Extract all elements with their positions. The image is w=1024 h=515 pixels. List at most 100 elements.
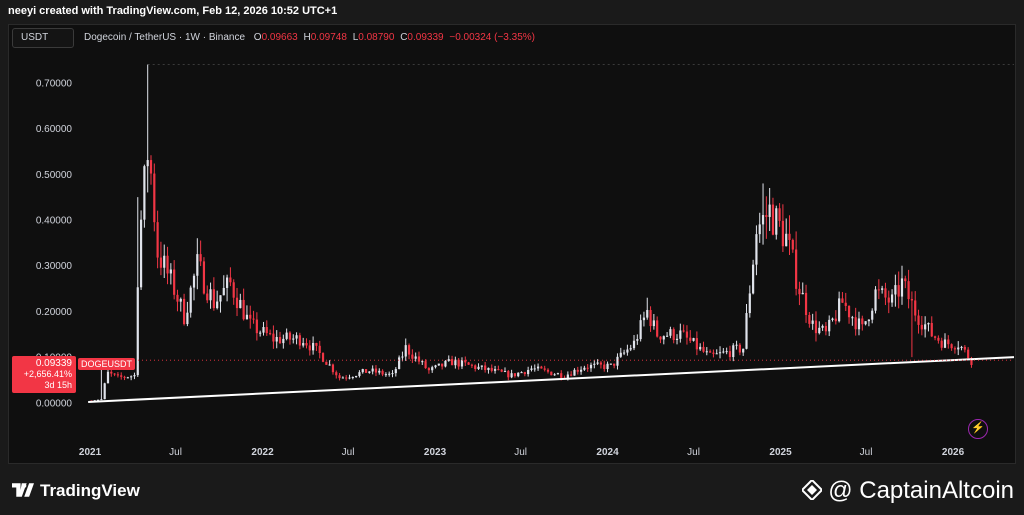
- candle-body: [186, 312, 189, 325]
- candle-body: [302, 343, 305, 346]
- candle-body: [464, 360, 467, 363]
- candle-body: [361, 369, 364, 373]
- diamond-logo-icon: [802, 480, 823, 500]
- candle-body: [431, 367, 434, 371]
- candle-body: [725, 351, 728, 353]
- candle-body: [484, 365, 487, 371]
- candle-body: [384, 374, 387, 376]
- candle-body: [450, 359, 454, 366]
- candle-body: [761, 215, 765, 225]
- candle-body: [722, 351, 725, 353]
- support-trendline: [88, 356, 1015, 403]
- candle-body: [861, 318, 864, 325]
- candle-body: [702, 346, 705, 352]
- candle-body: [626, 349, 629, 353]
- candle-body: [159, 257, 163, 268]
- low-label: L: [352, 32, 359, 43]
- candle-body: [636, 339, 639, 341]
- candle-body: [967, 349, 970, 359]
- candle-body: [788, 233, 791, 240]
- candle-body: [110, 371, 113, 374]
- candle-body: [477, 366, 480, 370]
- x-tick-label: Jul: [860, 447, 873, 458]
- candle-body: [130, 376, 133, 378]
- candle-body: [424, 361, 427, 369]
- candle-body: [632, 340, 636, 349]
- candle-body: [553, 374, 556, 376]
- candle-body: [864, 321, 867, 325]
- candle-body: [970, 358, 973, 365]
- candle-body: [255, 319, 258, 334]
- candle-body: [546, 369, 550, 372]
- candle-body: [765, 215, 768, 217]
- candle-body: [103, 383, 106, 400]
- candle-body: [917, 315, 920, 325]
- candle-body: [758, 224, 761, 235]
- candle-body: [116, 374, 120, 376]
- candle-body: [960, 346, 963, 348]
- candle-body: [503, 371, 507, 373]
- candle-body: [398, 357, 401, 370]
- candle-body: [106, 371, 110, 384]
- candle-body: [841, 298, 844, 303]
- candle-body: [335, 372, 338, 376]
- last-price-tag: 0.09339 +2,656.41% 3d 15h: [12, 356, 76, 393]
- candle-body: [556, 373, 560, 375]
- candle-body: [573, 369, 576, 376]
- candle-body: [801, 292, 804, 295]
- candle-body: [821, 325, 824, 328]
- candle-body: [269, 333, 272, 335]
- candle-body: [831, 318, 834, 320]
- currency-button[interactable]: USDT: [12, 28, 74, 48]
- candle-body: [179, 298, 182, 302]
- candle-body: [576, 369, 579, 372]
- candle-body: [229, 277, 232, 283]
- candle-body: [583, 367, 586, 370]
- candle-body: [96, 399, 100, 401]
- candle-body: [705, 351, 708, 353]
- candle-body: [321, 353, 325, 362]
- candle-body: [857, 318, 861, 330]
- close-label: C: [400, 32, 408, 43]
- candle-body: [877, 289, 880, 291]
- candle-body: [950, 344, 953, 349]
- candle-body: [629, 348, 632, 350]
- candle-body: [570, 374, 573, 376]
- candle-body: [904, 278, 907, 282]
- candle-body: [924, 324, 927, 330]
- candle-body: [474, 365, 477, 370]
- candle-body: [500, 369, 503, 372]
- candle-body: [884, 288, 887, 298]
- candle-body: [798, 288, 801, 295]
- candle-body: [540, 366, 543, 369]
- lightning-icon[interactable]: ⚡: [968, 419, 988, 439]
- chart-panel[interactable]: [8, 24, 1016, 464]
- candle-body: [914, 300, 917, 316]
- candle-body: [454, 359, 457, 366]
- y-tick-label: 0.70000: [36, 78, 73, 89]
- candle-body: [113, 373, 116, 375]
- candle-body: [153, 173, 156, 223]
- candle-body: [685, 331, 689, 338]
- candle-body: [669, 329, 672, 336]
- candle-body: [910, 299, 914, 301]
- candle-body: [209, 289, 212, 301]
- candle-body: [169, 269, 172, 274]
- candle-body: [355, 376, 358, 378]
- candle-body: [437, 363, 440, 366]
- candle-body: [927, 322, 930, 325]
- y-tick-label: 0.60000: [36, 124, 73, 135]
- candle-body: [407, 345, 411, 355]
- credit-bar: neeyi created with TradingView.com, Feb …: [0, 0, 1024, 24]
- candle-body: [824, 325, 827, 332]
- candle-body: [709, 351, 712, 353]
- candle-body: [745, 313, 748, 349]
- candle-body: [265, 327, 268, 334]
- candle-body: [907, 281, 910, 300]
- candle-body: [381, 370, 384, 375]
- candle-body: [325, 361, 328, 365]
- candle-body: [292, 338, 295, 340]
- candle-body: [699, 346, 702, 350]
- candle-body: [695, 338, 698, 350]
